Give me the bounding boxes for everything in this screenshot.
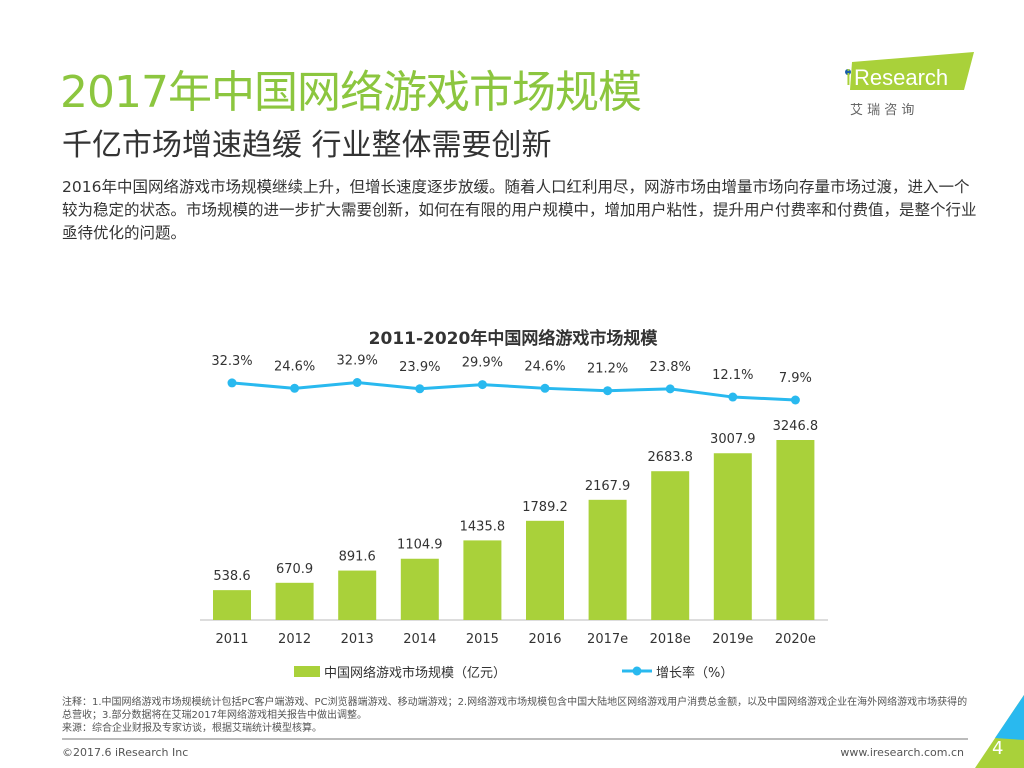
bar-label-2016: 1789.2 [522,500,568,515]
bar-label-2017e: 2167.9 [585,479,631,494]
legend-bar-label: 中国网络游戏市场规模（亿元） [324,665,506,681]
intro-text: 2016年中国网络游戏市场规模继续上升，但增长速度逐步放缓。随着人口红利用尽，网… [62,178,977,242]
bar-2018e [651,471,690,620]
website-link[interactable]: www.iresearch.com.cn [840,746,964,759]
growth-point-2013 [352,378,362,387]
svg-text:i: i [846,65,851,90]
notes-text: 注释：1.中国网络游戏市场规模统计包括PC客户端游戏、PC浏览器端游戏、移动端游… [62,697,968,721]
copyright: ©2017.6 iResearch Inc [62,746,189,759]
iresearch-logo: Research i 艾 瑞 咨 询 [845,52,974,118]
bar-label-2018e: 2683.8 [647,450,693,465]
bar-2014 [400,558,439,620]
bar-2012 [275,582,314,620]
x-tick-2012: 2012 [278,632,311,647]
bar-label-2020e: 3246.8 [773,419,819,434]
growth-point-2020e [790,395,800,405]
footer-divider [62,738,968,740]
growth-label-2012: 24.6% [274,359,315,374]
x-tick-2020e: 2020e [775,632,816,647]
growth-point-2017e [603,386,613,396]
growth-label-2017e: 21.2% [587,362,628,377]
bar-2016 [526,520,564,620]
x-tick-2013: 2013 [341,632,374,647]
bar-label-2012: 670.9 [276,562,313,577]
svg-text:Research: Research [854,65,948,90]
bar-label-2019e: 3007.9 [710,432,756,447]
growth-point-2018e [665,384,675,394]
growth-label-2020e: 7.9% [779,371,812,386]
x-tick-2019e: 2019e [712,632,753,647]
source-text: 来源：综合企业财报及专家访谈，根据艾瑞统计模型核算。 [62,723,322,734]
legend-line-marker [632,666,642,676]
growth-label-2013: 32.9% [337,354,378,369]
legend-line-label: 增长率（%） [656,665,733,681]
x-tick-2014: 2014 [403,632,436,647]
page-subtitle: 千亿市场增速趋缓 行业整体需要创新 [62,128,552,163]
growth-label-2011: 32.3% [211,354,252,369]
bar-2019e [713,453,752,620]
page-number: 4 [992,738,1004,759]
bar-2017e [588,499,627,620]
growth-line [231,380,796,402]
x-tick-2011: 2011 [215,632,248,647]
bar-2020e [776,440,815,620]
bar-2015 [463,540,502,620]
bar-label-2013: 891.6 [339,550,376,565]
growth-label-2019e: 12.1% [712,368,753,383]
x-tick-2018e: 2018e [650,632,691,647]
growth-point-2011 [227,378,237,388]
growth-label-2014: 23.9% [399,360,440,375]
bar-label-2014: 1104.9 [397,538,443,553]
growth-point-2016 [540,383,550,393]
footnotes: 注释：1.中国网络游戏市场规模统计包括PC客户端游戏、PC浏览器端游戏、移动端游… [62,696,972,735]
svg-text:艾 瑞 咨 询: 艾 瑞 咨 询 [850,103,914,118]
legend: 中国网络游戏市场规模（亿元） 增长率（%） [294,665,733,681]
bar-2013 [338,570,377,620]
growth-point-2014 [415,384,425,394]
x-tick-2016: 2016 [528,632,561,647]
corner-decoration-blue [995,695,1024,740]
bar-label-2015: 1435.8 [460,519,506,534]
growth-label-2015: 29.9% [462,356,503,371]
growth-label-2016: 24.6% [524,359,565,374]
x-tick-2017e: 2017e [587,632,628,647]
bar-label-2011: 538.6 [213,569,250,584]
legend-bar-swatch [294,666,320,677]
chart-title: 2011-2020年中国网络游戏市场规模 [369,328,659,349]
growth-point-2012 [290,383,300,393]
growth-label-2018e: 23.8% [650,360,691,375]
growth-point-2015 [477,380,487,390]
growth-point-2019e [728,392,738,402]
x-tick-2015: 2015 [466,632,499,647]
page-title: 2017年中国网络游戏市场规模 [60,67,642,118]
bar-2011 [213,590,251,620]
